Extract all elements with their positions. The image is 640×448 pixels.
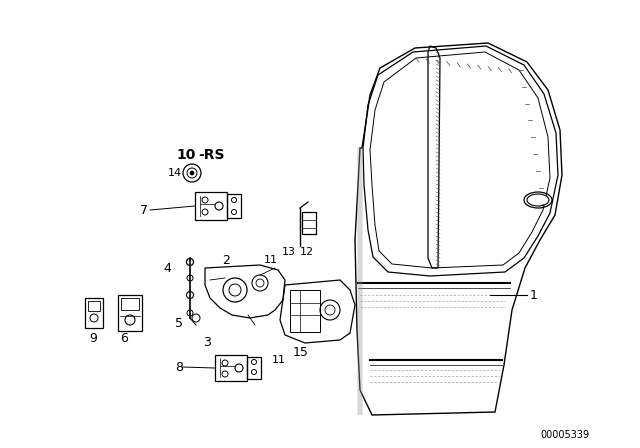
Circle shape — [190, 171, 194, 175]
Text: 11: 11 — [272, 355, 286, 365]
Text: -RS: -RS — [198, 148, 225, 162]
Text: 5: 5 — [175, 316, 183, 329]
Text: 13: 13 — [282, 247, 296, 257]
Text: 3: 3 — [203, 336, 211, 349]
Text: 00005339: 00005339 — [540, 430, 589, 440]
Text: 11: 11 — [264, 255, 278, 265]
Ellipse shape — [527, 194, 549, 206]
Text: 15: 15 — [293, 345, 309, 358]
Text: 8: 8 — [175, 361, 183, 374]
Text: 10: 10 — [176, 148, 195, 162]
Bar — [121, 298, 139, 310]
Bar — [247, 357, 261, 379]
Bar — [88, 301, 100, 311]
Bar — [118, 295, 142, 331]
Text: 1: 1 — [530, 289, 538, 302]
Text: 7: 7 — [140, 203, 148, 216]
Text: 2: 2 — [222, 254, 230, 267]
Text: 14: 14 — [168, 168, 182, 178]
Text: 9: 9 — [89, 332, 97, 345]
Bar — [85, 298, 103, 328]
Bar — [195, 192, 227, 220]
Bar — [227, 194, 241, 218]
Bar — [215, 355, 247, 381]
Text: 12: 12 — [300, 247, 314, 257]
Bar — [290, 290, 320, 332]
Bar — [302, 212, 316, 234]
Text: 6: 6 — [120, 332, 128, 345]
Text: 4: 4 — [163, 262, 171, 275]
